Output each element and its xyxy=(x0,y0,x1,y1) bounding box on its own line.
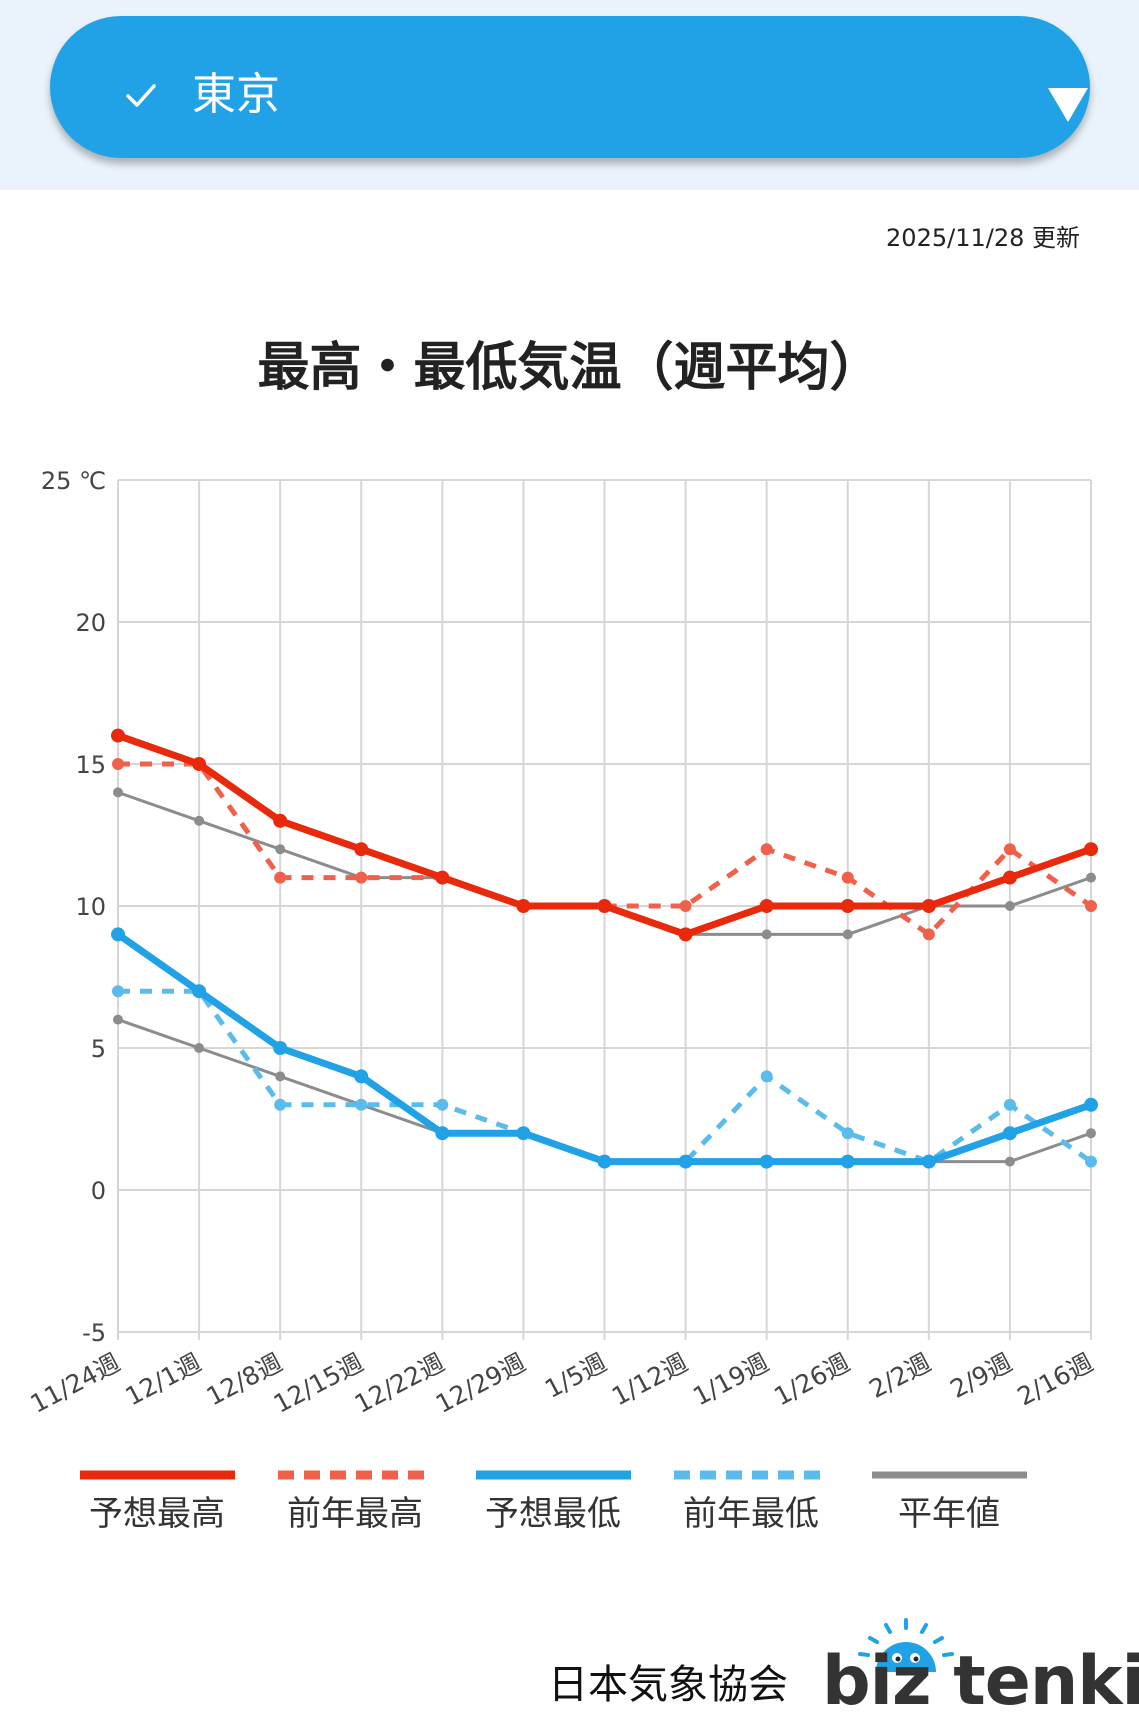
y-tick-label: 15 xyxy=(75,751,106,779)
data-point xyxy=(1002,870,1017,885)
data-point xyxy=(354,1069,369,1084)
data-point xyxy=(275,844,286,855)
brand-org: 日本気象協会 xyxy=(548,1662,788,1708)
data-point xyxy=(921,899,936,913)
legend-label: 予想最高 xyxy=(89,1494,225,1534)
y-tick-label: 25 ℃ xyxy=(41,467,106,495)
data-point xyxy=(1003,843,1016,856)
data-point xyxy=(112,985,124,998)
data-point xyxy=(1004,901,1015,911)
x-tick-label: 2/9週 xyxy=(946,1348,1017,1404)
data-point xyxy=(274,1098,287,1111)
data-point xyxy=(516,899,531,913)
y-tick-label: 5 xyxy=(91,1035,106,1063)
x-tick-label: 12/29週 xyxy=(431,1348,530,1419)
data-point xyxy=(1084,1097,1098,1112)
brand-product: biz tenki xyxy=(822,1642,1139,1721)
data-point xyxy=(194,1043,205,1053)
data-point xyxy=(1085,900,1097,912)
data-point xyxy=(678,1154,693,1169)
data-point xyxy=(436,1098,449,1111)
data-point xyxy=(192,984,207,999)
data-point xyxy=(841,1127,854,1140)
x-tick-label: 1/26週 xyxy=(769,1348,854,1412)
data-point xyxy=(597,899,612,913)
data-point xyxy=(840,899,855,913)
y-tick-label: -5 xyxy=(82,1319,106,1347)
check-icon xyxy=(126,84,156,107)
data-point xyxy=(111,927,125,942)
data-point xyxy=(192,757,207,771)
x-tick-label: 11/24週 xyxy=(26,1348,125,1419)
data-point xyxy=(840,1154,855,1169)
data-point xyxy=(760,1070,773,1083)
location-label: 東京 xyxy=(192,69,280,120)
data-point xyxy=(516,1126,531,1141)
data-point xyxy=(111,728,125,743)
y-tick-label: 10 xyxy=(75,893,106,921)
data-point xyxy=(1003,1098,1016,1111)
x-tick-label: 12/22週 xyxy=(350,1348,449,1419)
x-tick-label: 1/19週 xyxy=(688,1348,773,1412)
data-point xyxy=(273,1041,288,1055)
x-tick-label: 2/16週 xyxy=(1013,1348,1098,1412)
brand-logo: biz tenki xyxy=(822,1616,1139,1726)
data-point xyxy=(921,1154,936,1169)
data-point xyxy=(678,927,693,942)
legend-label: 予想最低 xyxy=(485,1494,621,1534)
data-point xyxy=(760,843,773,856)
data-point xyxy=(275,1071,286,1082)
legend-label: 前年最低 xyxy=(683,1494,819,1534)
data-point xyxy=(112,758,124,770)
data-point xyxy=(841,871,854,884)
data-point xyxy=(355,871,368,884)
x-tick-label: 1/12週 xyxy=(607,1348,692,1412)
data-point xyxy=(1086,872,1096,883)
data-point xyxy=(759,899,774,913)
data-point xyxy=(759,1154,774,1169)
legend-label: 平年値 xyxy=(898,1494,1000,1534)
data-point xyxy=(1004,1156,1015,1167)
data-point xyxy=(435,1126,450,1141)
sun-face-icon xyxy=(858,1618,954,1672)
data-point xyxy=(355,1098,368,1111)
data-point xyxy=(273,813,288,828)
data-point xyxy=(1086,1128,1096,1139)
data-point xyxy=(113,787,123,798)
x-tick-label: 12/15週 xyxy=(269,1348,368,1419)
data-point xyxy=(1085,1155,1097,1168)
data-point xyxy=(274,871,287,884)
legend-label: 前年最高 xyxy=(287,1494,423,1534)
data-point xyxy=(435,870,450,885)
triangle-down-icon xyxy=(1048,88,1088,122)
y-tick-label: 20 xyxy=(75,609,106,637)
updated-timestamp: 2025/11/28 更新 xyxy=(886,224,1080,252)
data-point xyxy=(194,815,205,826)
data-point xyxy=(842,929,853,940)
location-select[interactable]: 東京 xyxy=(50,16,1090,158)
data-point xyxy=(1002,1126,1017,1141)
data-point xyxy=(597,1154,612,1169)
x-tick-label: 2/2週 xyxy=(864,1348,935,1404)
chart-title: 最高・最低気温（週平均） xyxy=(257,338,882,398)
data-point xyxy=(354,842,369,857)
data-point xyxy=(113,1014,123,1025)
data-point xyxy=(922,928,935,941)
data-point xyxy=(761,929,772,940)
x-tick-label: 1/5週 xyxy=(540,1348,611,1404)
y-tick-label: 0 xyxy=(91,1177,106,1205)
x-tick-label: 12/1週 xyxy=(121,1348,206,1412)
data-point xyxy=(679,900,692,912)
data-point xyxy=(1084,842,1098,857)
